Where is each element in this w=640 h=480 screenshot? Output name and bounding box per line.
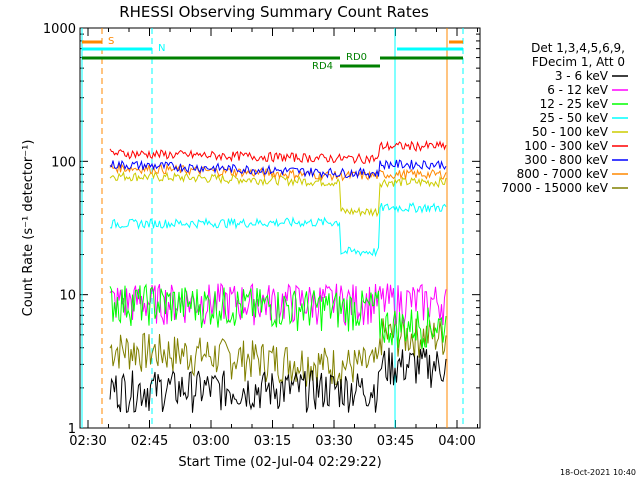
legend-label: 800 - 7000 keV	[517, 167, 609, 181]
y-tick-label: 1000	[43, 22, 76, 37]
legend-header-line-2: FDecim 1, Att 0	[532, 55, 625, 69]
series-line	[109, 202, 447, 258]
plot-frame	[79, 27, 481, 429]
time-markers: S N RD0 RD4	[81, 28, 464, 428]
marker-label-n: N	[158, 43, 165, 54]
series-line	[109, 139, 447, 164]
legend-label: 7000 - 15000 keV	[501, 181, 608, 195]
marker-label-rd4: RD4	[312, 61, 333, 72]
series-group	[109, 139, 447, 414]
series-line	[109, 317, 447, 388]
series-line	[109, 347, 447, 414]
y-axis-ticks: 1 10 100 1000	[43, 22, 480, 437]
legend-label: 50 - 100 keV	[532, 125, 609, 139]
legend-label: 25 - 50 keV	[540, 111, 609, 125]
series-line	[109, 283, 447, 349]
y-tick-label: 1	[68, 422, 76, 437]
legend-label: 12 - 25 keV	[540, 97, 609, 111]
x-axis-ticks: 02:30 02:45 03:00 03:15 03:30 03:45 04:00	[69, 28, 478, 449]
marker-label-s: S	[108, 36, 114, 47]
chart-title: RHESSI Observing Summary Count Rates	[119, 3, 429, 21]
x-tick-label: 03:00	[192, 434, 229, 449]
legend-header-line-1: Det 1,3,4,5,6,9,	[531, 41, 625, 55]
y-tick-label: 10	[59, 289, 76, 304]
x-tick-label: 04:00	[438, 434, 475, 449]
legend-label: 6 - 12 keV	[547, 83, 609, 97]
legend-label: 3 - 6 keV	[555, 69, 609, 83]
x-tick-label: 02:30	[69, 434, 106, 449]
y-axis-label: Count Rate (s⁻¹ detector⁻¹)	[21, 140, 36, 317]
legend-label: 100 - 300 keV	[524, 139, 608, 153]
legend-label: 300 - 800 keV	[524, 153, 608, 167]
series-line	[109, 163, 447, 182]
x-tick-label: 03:45	[377, 434, 414, 449]
x-tick-label: 03:30	[315, 434, 352, 449]
x-axis-label: Start Time (02-Jul-04 02:29:22)	[178, 455, 381, 470]
footer-date: 18-Oct-2021 10:40	[560, 468, 636, 477]
marker-label-rd0: RD0	[346, 52, 367, 63]
y-tick-label: 100	[51, 155, 76, 170]
series-line	[109, 170, 447, 218]
x-tick-label: 02:45	[131, 434, 168, 449]
x-tick-label: 03:15	[254, 434, 291, 449]
series-line	[109, 159, 447, 180]
